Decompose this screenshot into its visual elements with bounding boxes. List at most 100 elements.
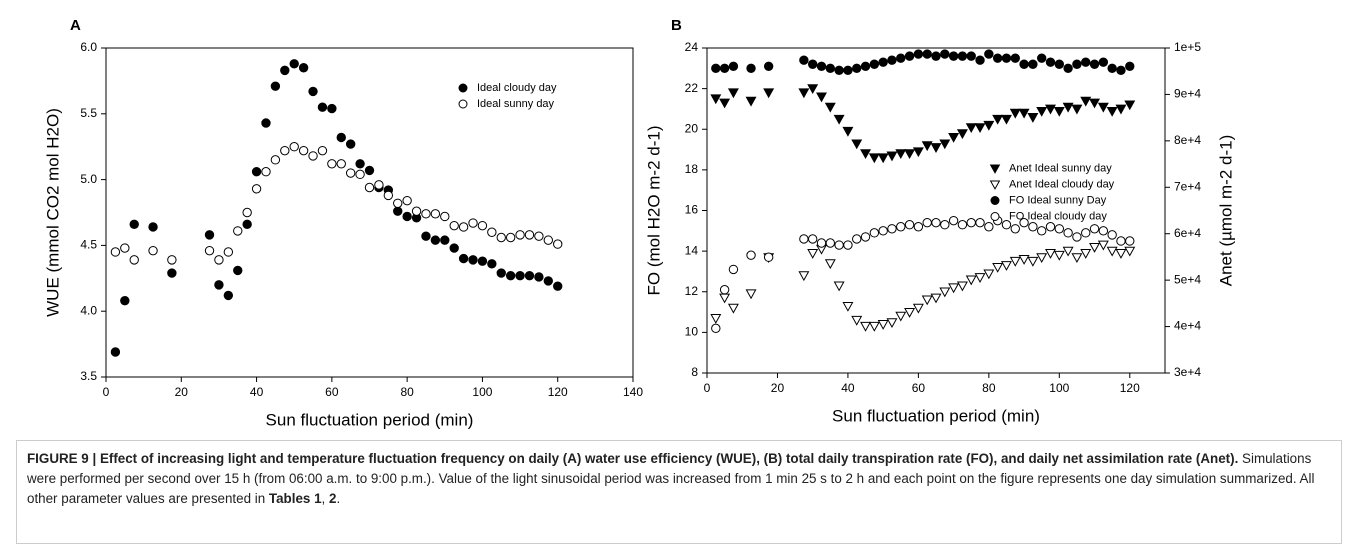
marker xyxy=(289,59,299,69)
y2-tick-label: 9e+4 xyxy=(1174,87,1201,101)
marker xyxy=(992,114,1004,125)
caption-text: , xyxy=(321,491,329,506)
marker xyxy=(1081,57,1091,67)
marker xyxy=(336,159,346,169)
marker xyxy=(458,222,469,232)
marker xyxy=(1063,228,1073,238)
marker xyxy=(204,245,215,256)
y2-tick-label: 8e+4 xyxy=(1174,133,1201,147)
legend-label: Anet Ideal cloudy day xyxy=(1009,178,1115,190)
marker xyxy=(477,220,488,231)
x-tick-label: 140 xyxy=(623,385,643,399)
x-tick-label: 20 xyxy=(175,385,189,399)
marker xyxy=(887,224,897,234)
y-tick-label: 4.0 xyxy=(80,303,97,317)
marker xyxy=(990,196,1000,205)
y2-tick-label: 5e+4 xyxy=(1174,272,1201,286)
marker xyxy=(383,190,394,201)
marker xyxy=(496,268,506,278)
marker xyxy=(449,243,459,253)
marker xyxy=(965,275,977,286)
legend-label: FO Ideal sunny Day xyxy=(1009,194,1107,206)
marker xyxy=(860,149,872,160)
marker xyxy=(270,155,281,165)
marker xyxy=(975,217,985,228)
marker xyxy=(1107,63,1117,74)
marker xyxy=(327,159,337,169)
marker xyxy=(948,51,959,61)
marker xyxy=(270,81,281,91)
marker xyxy=(824,259,836,270)
marker xyxy=(990,212,1000,221)
marker xyxy=(1045,249,1056,259)
y-tick-label: 12 xyxy=(685,284,699,298)
marker xyxy=(710,314,722,324)
marker xyxy=(1019,217,1029,228)
x-tick-label: 0 xyxy=(704,381,711,395)
marker xyxy=(1000,261,1012,271)
marker xyxy=(799,55,809,65)
marker xyxy=(877,153,889,164)
x-tick-label: 20 xyxy=(771,381,785,395)
marker xyxy=(966,217,976,228)
marker xyxy=(393,206,403,216)
marker xyxy=(948,132,960,143)
y-tick-label: 18 xyxy=(685,162,699,176)
marker xyxy=(515,230,525,240)
marker xyxy=(505,270,516,281)
marker xyxy=(807,234,818,244)
marker xyxy=(120,295,130,306)
marker xyxy=(904,51,915,61)
marker xyxy=(430,235,441,245)
marker xyxy=(956,281,968,292)
marker xyxy=(896,53,906,63)
marker xyxy=(280,65,290,76)
marker xyxy=(896,222,906,232)
marker xyxy=(317,102,328,112)
marker xyxy=(543,276,554,286)
marker xyxy=(931,217,941,228)
marker xyxy=(939,139,951,150)
y2-tick-label: 7e+4 xyxy=(1174,179,1201,193)
marker xyxy=(402,195,412,206)
marker xyxy=(308,151,318,161)
marker xyxy=(543,235,554,245)
marker xyxy=(913,49,924,59)
marker xyxy=(886,151,898,162)
marker xyxy=(798,88,810,99)
marker xyxy=(869,228,880,238)
marker xyxy=(223,290,234,301)
x-tick-label: 80 xyxy=(982,381,996,395)
marker xyxy=(834,65,844,76)
marker xyxy=(524,270,535,281)
marker xyxy=(711,63,721,74)
marker xyxy=(477,256,488,266)
marker xyxy=(842,301,854,312)
caption-text: 2 xyxy=(328,491,337,506)
y-tick-label: 10 xyxy=(685,325,699,339)
marker xyxy=(1116,65,1126,76)
marker xyxy=(727,303,739,314)
marker xyxy=(983,120,995,131)
x-tick-label: 40 xyxy=(250,385,264,399)
marker xyxy=(763,61,774,71)
marker xyxy=(458,253,469,264)
marker xyxy=(1053,250,1065,261)
marker xyxy=(251,184,262,194)
marker xyxy=(983,269,995,280)
marker xyxy=(251,167,262,177)
marker xyxy=(308,86,318,97)
marker xyxy=(1089,98,1101,109)
marker xyxy=(1036,53,1047,63)
marker xyxy=(816,61,827,71)
marker xyxy=(1106,246,1118,257)
marker xyxy=(148,222,158,232)
marker xyxy=(233,265,243,276)
marker xyxy=(242,219,252,230)
marker xyxy=(223,247,234,257)
marker xyxy=(833,281,845,292)
marker xyxy=(930,293,942,304)
marker xyxy=(402,211,412,222)
marker xyxy=(1115,249,1127,259)
marker xyxy=(280,145,290,156)
